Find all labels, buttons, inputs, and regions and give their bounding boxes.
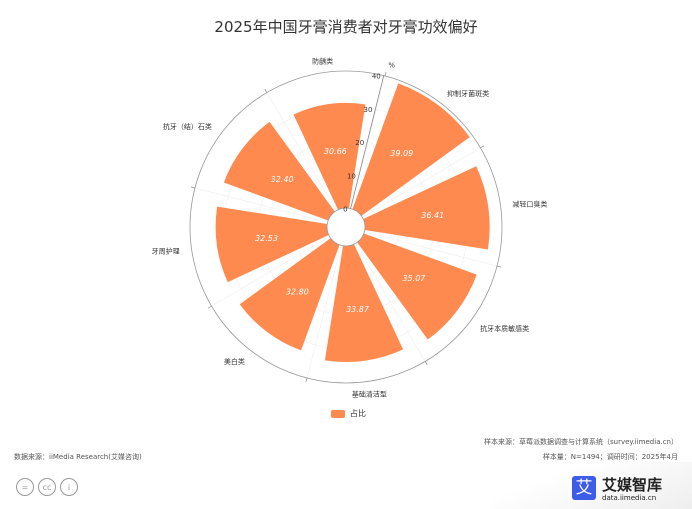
- sample-source: 样本来源：草莓派数据调查与计算系统（survey.iimedia.cn）: [484, 438, 678, 446]
- radial-tick-label: 0: [343, 206, 347, 214]
- inner-circle: [326, 207, 366, 247]
- grid-spoke: [266, 92, 337, 211]
- bar-4: [324, 244, 404, 363]
- data-label: 35.07: [402, 274, 426, 283]
- outer-tick: [480, 145, 485, 149]
- data-label: 30.66: [324, 147, 347, 156]
- bar-3: [357, 233, 477, 340]
- legend-swatch: [331, 409, 345, 418]
- bar-7: [223, 121, 335, 221]
- logo-url: data.iimedia.cn: [602, 494, 657, 502]
- data-label: 32.80: [286, 288, 309, 297]
- bar-0: [293, 102, 366, 210]
- cc-by-icon: i: [60, 478, 78, 496]
- outer-tick: [207, 305, 212, 309]
- cc-license: = cc i: [16, 478, 78, 496]
- data-label: 39.09: [390, 149, 413, 158]
- cc-icon: cc: [38, 478, 56, 496]
- data-label: 32.40: [271, 175, 294, 184]
- radial-tick-label: 10: [347, 172, 356, 180]
- legend-label: 占比: [350, 409, 366, 418]
- grid-spoke: [364, 231, 498, 267]
- category-label: 抗牙本质敏感类: [480, 324, 529, 333]
- category-label: 牙周护理: [152, 246, 180, 255]
- outer-tick: [384, 71, 387, 77]
- grid-spoke: [306, 245, 342, 379]
- radial-tick-label: 20: [355, 139, 364, 147]
- grid-spoke: [362, 147, 481, 218]
- bar-2: [363, 166, 490, 250]
- bar-6: [215, 206, 329, 283]
- outer-tick: [190, 186, 196, 189]
- grid-spoke: [194, 187, 328, 223]
- logo: 艾 艾媒智库 data.iimedia.cn: [492, 462, 692, 509]
- logo-icon: 艾: [572, 476, 596, 500]
- chart-title: 2025年中国牙膏消费者对牙膏功效偏好: [214, 18, 478, 36]
- radial-axis: [350, 75, 385, 209]
- data-label: 33.87: [346, 305, 370, 314]
- outer-tick: [264, 88, 268, 93]
- logo-name: 艾媒智库: [602, 476, 663, 494]
- radial-tick-label: 30: [364, 106, 373, 114]
- outer-tick: [305, 377, 308, 383]
- grid-spoke: [211, 236, 330, 307]
- outer-circle: [189, 70, 503, 384]
- category-label: 抑制牙菌斑类: [447, 89, 489, 98]
- category-label: 美白类: [224, 357, 245, 366]
- cc-nd-icon: =: [16, 478, 34, 496]
- data-label: 36.41: [421, 211, 444, 220]
- category-label: 抗牙（结）石类: [163, 122, 212, 131]
- data-source: 数据来源：iiMedia Research(艾媒咨询): [14, 453, 142, 461]
- data-label: 32.53: [255, 234, 278, 243]
- category-label: 基础清洁型: [352, 389, 387, 398]
- bar-5: [239, 238, 340, 351]
- legend[interactable]: 占比: [331, 408, 366, 419]
- outer-tick: [496, 265, 502, 268]
- sample-info: 样本量：N=1494；调研时间：2025年4月: [542, 453, 678, 461]
- grid-spoke: [355, 243, 426, 362]
- outer-tick: [424, 361, 428, 366]
- radial-unit: %: [388, 61, 395, 69]
- bar-1: [352, 83, 470, 216]
- category-label: 减轻口臭类: [512, 200, 547, 209]
- radial-tick-label: 40: [372, 73, 381, 81]
- category-label: 防龋类: [312, 57, 333, 66]
